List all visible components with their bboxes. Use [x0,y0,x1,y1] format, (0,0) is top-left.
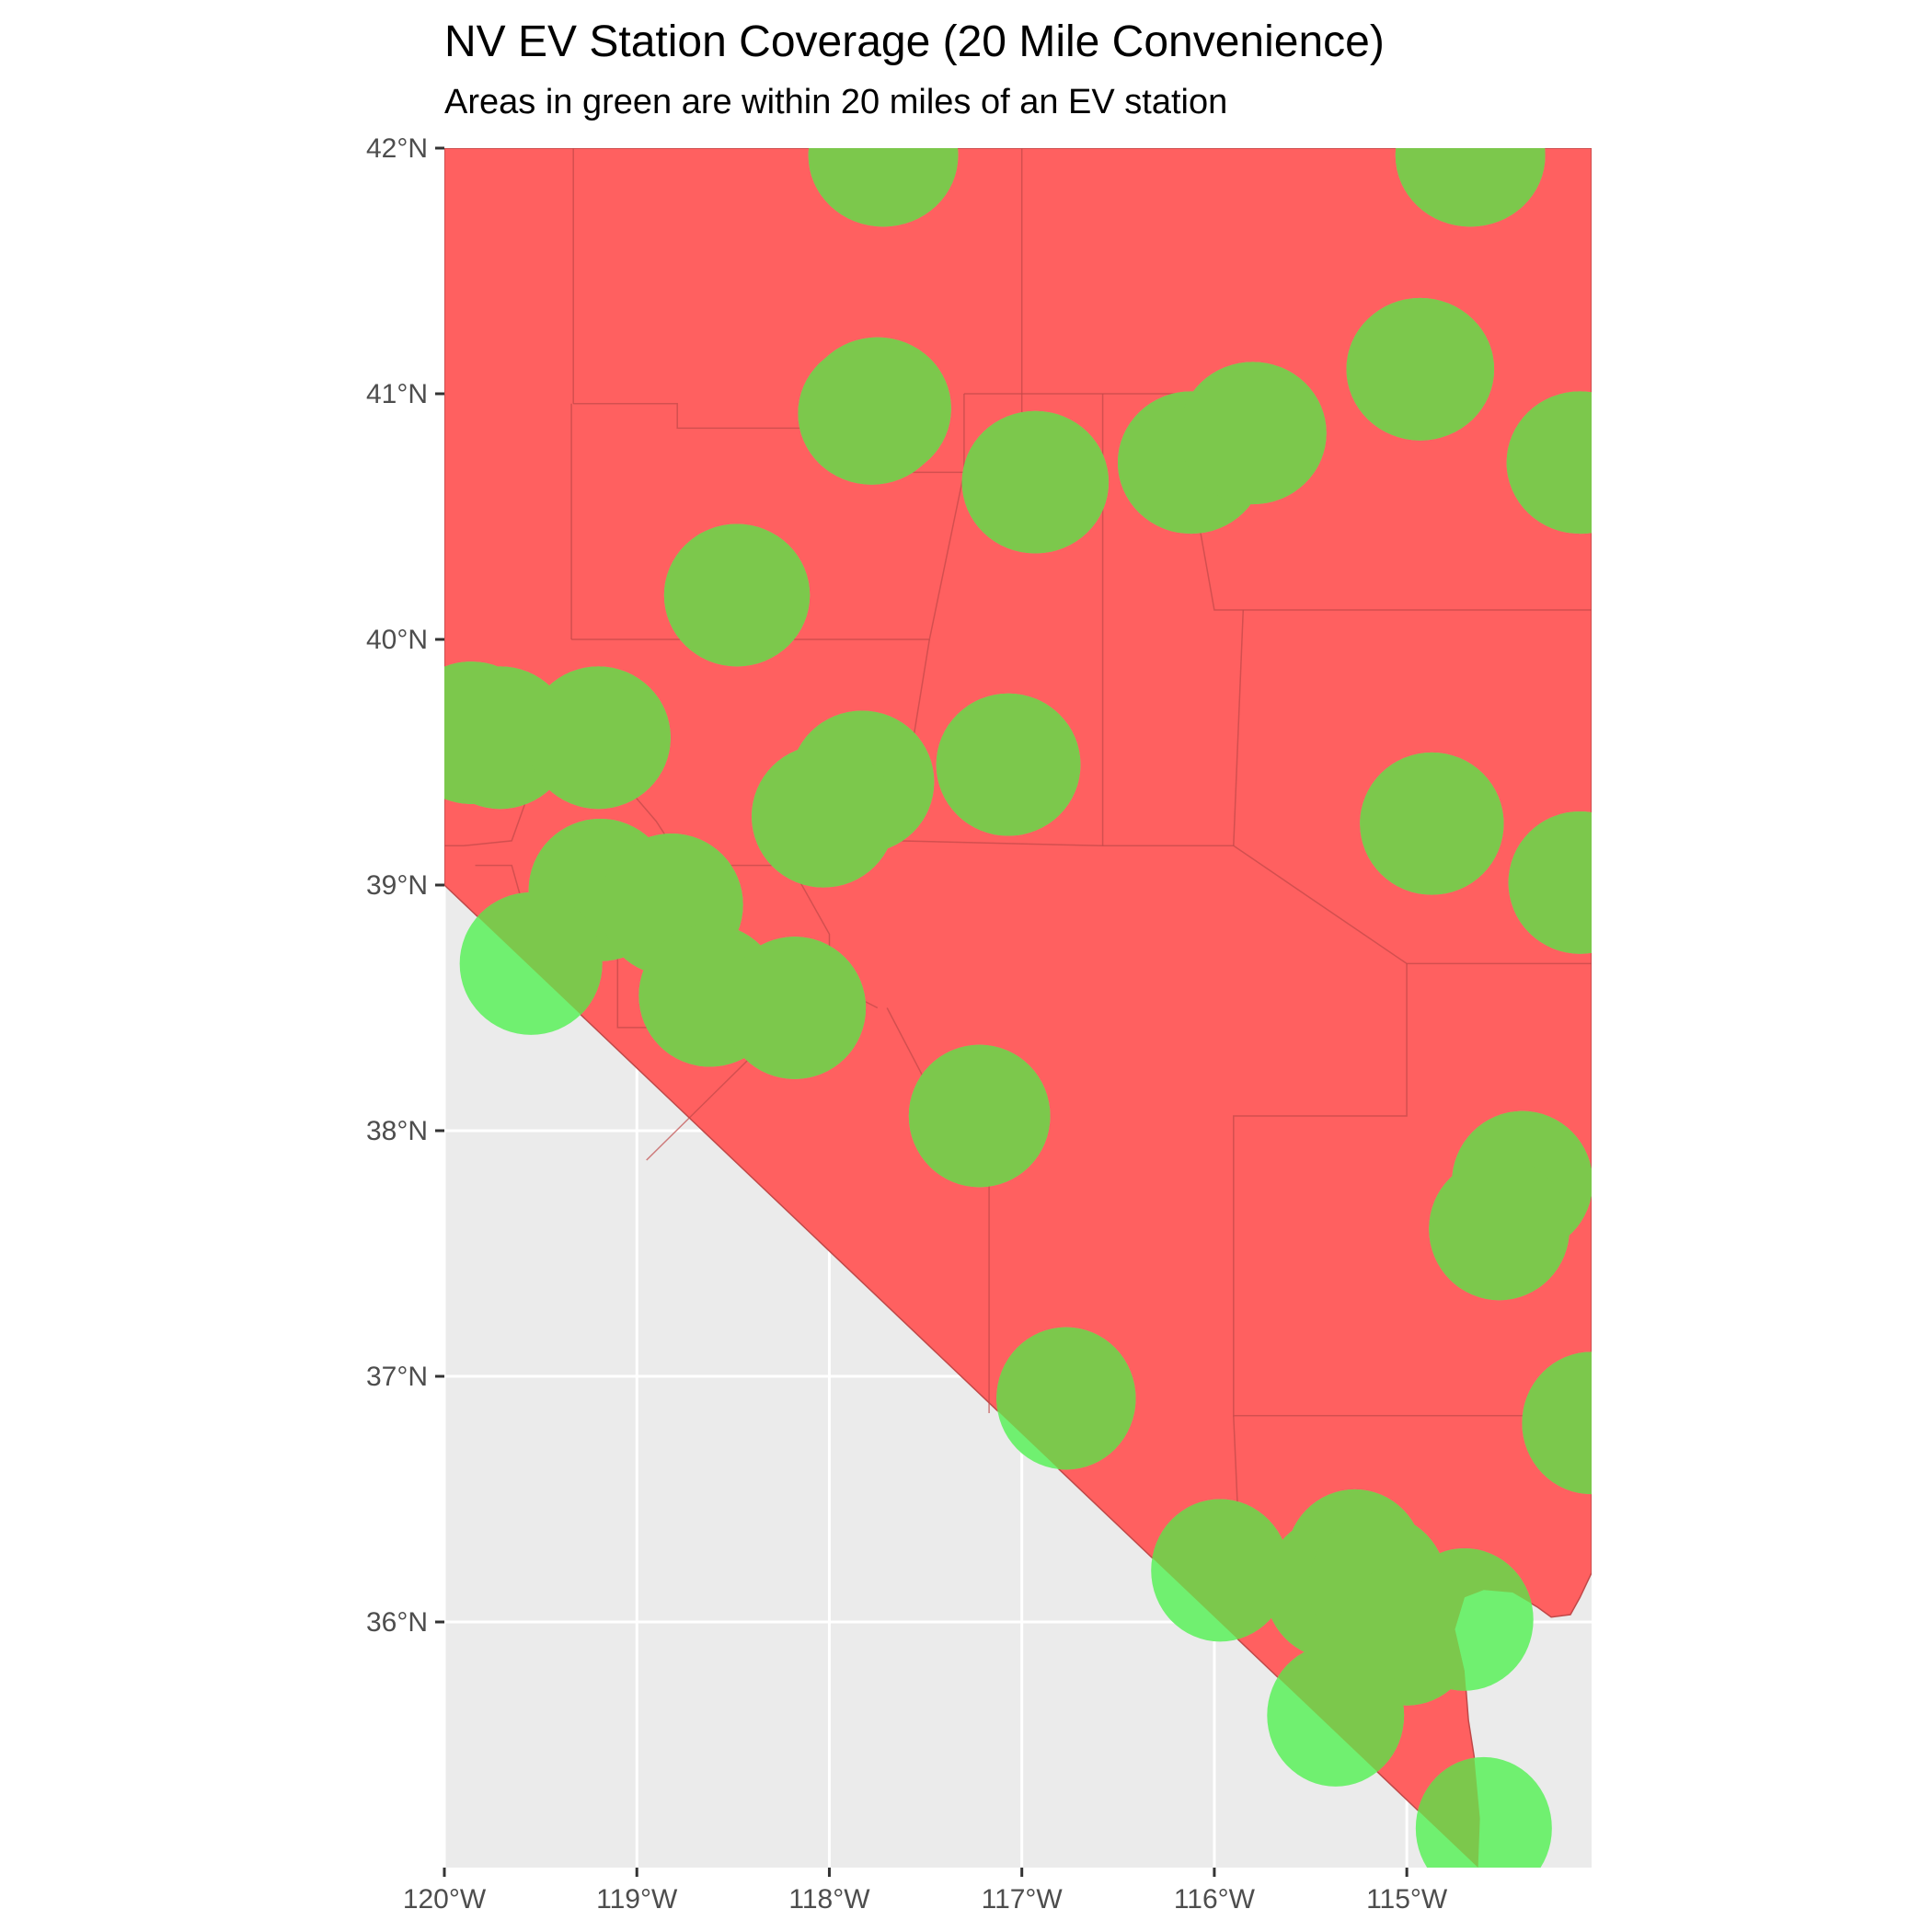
coverage-circle-in-state-15 [936,693,1081,836]
y-tick-label: 37°N [366,1362,428,1392]
y-tick-label: 42°N [366,133,428,164]
county-border-18 [1233,963,1592,1417]
coverage-circle-in-state-1 [1395,148,1546,227]
coverage-circle-in-state-5 [961,410,1110,554]
coverage-circle-in-state-23 [908,1044,1051,1188]
coverage-circle-in-state-17 [1508,811,1592,954]
x-tick-label: 116°W [1174,1884,1256,1915]
y-tick-label: 40°N [366,625,428,655]
x-tick-label: 119°W [596,1884,678,1915]
coverage-circle-in-state-26 [996,1327,1136,1470]
axes: 36°N 37°N 38°N 39°N 40°N 41°N 42°N 120°W 119°W 11… [366,133,1448,1915]
coverage-circle-in-state-22 [723,937,867,1079]
coverage-circle-in-state-7 [1179,362,1327,505]
x-tick-label: 118°W [788,1884,870,1915]
coverage-circle-in-state-25 [1429,1157,1570,1301]
coverage-circle-in-state-9 [663,523,811,667]
coverage-circle-in-state-16 [1360,752,1504,895]
in-state-tint [444,148,1592,1868]
coverage-circle-in-state-12 [525,666,671,810]
map-subtitle: Areas in green are within 20 miles of an… [444,83,1228,121]
y-tick-label: 39°N [366,870,428,901]
y-tick-label: 38°N [366,1116,428,1146]
x-tick-label: 120°W [403,1884,487,1915]
coverage-circle-in-state-8 [1506,391,1592,535]
coverage-circles [444,148,1592,1868]
coverage-circle-in-state-3 [798,341,946,485]
y-tick-label: 36°N [366,1607,428,1638]
coverage-circle-in-state-27 [1522,1351,1592,1495]
y-tick-label: 41°N [366,379,428,409]
x-tick-label: 117°W [982,1884,1064,1915]
coverage-circle-in-state-14 [752,744,896,888]
county-border-9 [1233,609,1245,846]
coverage-circle-in-state-0 [808,148,959,227]
coverage-circle-in-state-4 [1346,297,1495,441]
x-tick-label: 115°W [1366,1884,1448,1915]
map-title: NV EV Station Coverage (20 Mile Convenie… [444,17,1385,66]
county-border-1 [573,402,1022,474]
